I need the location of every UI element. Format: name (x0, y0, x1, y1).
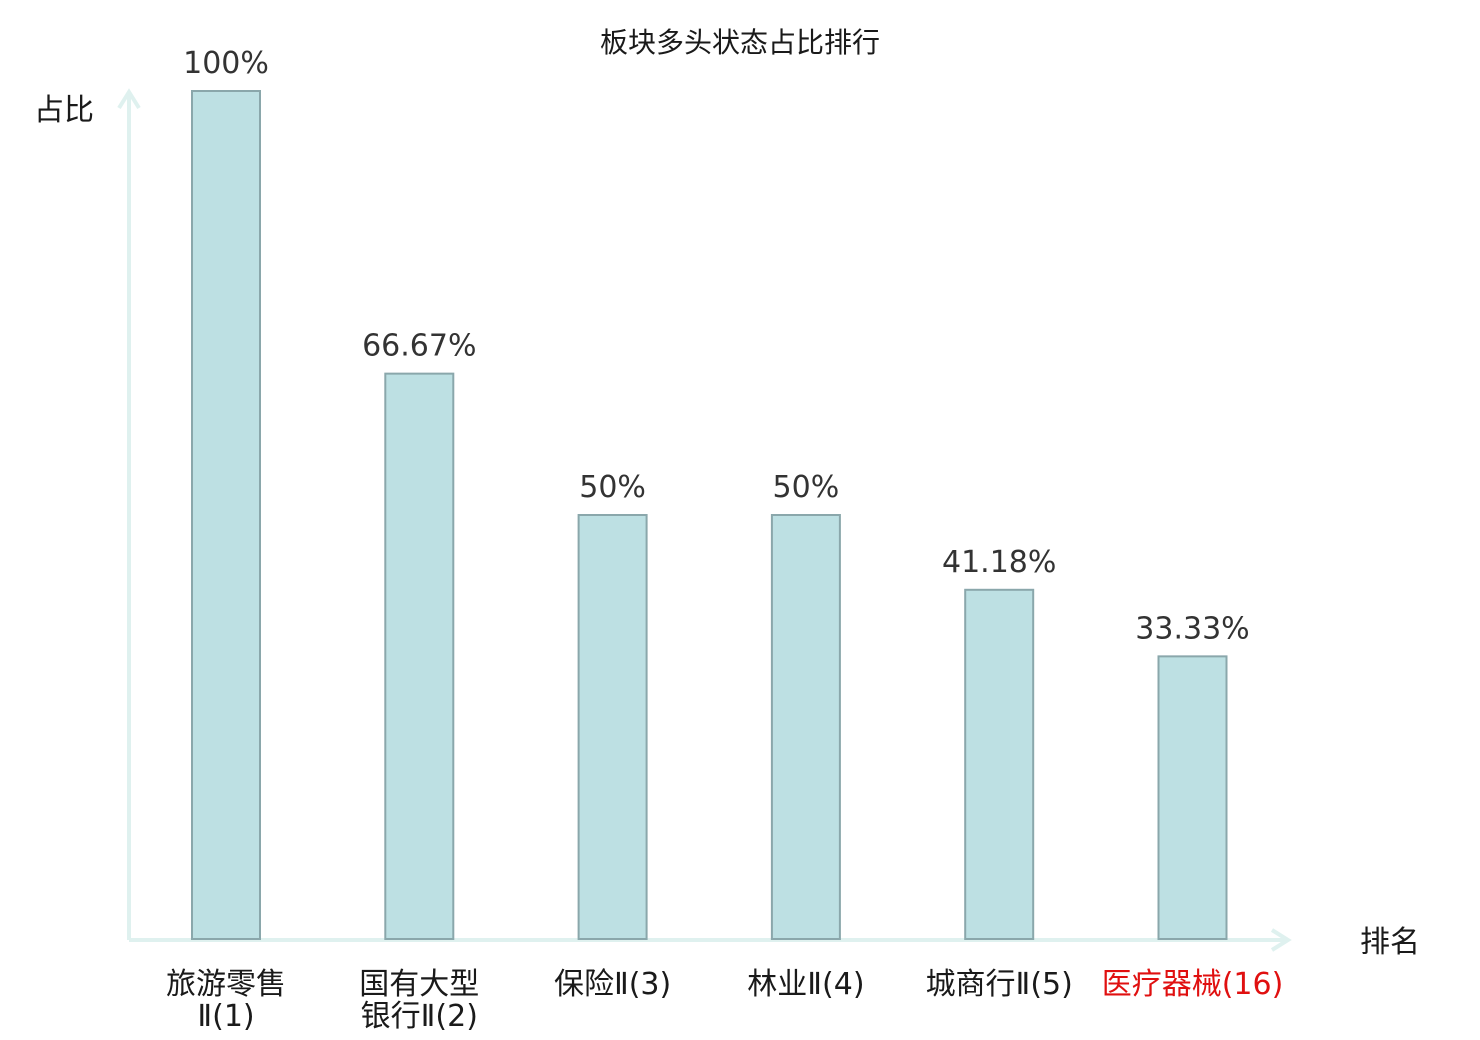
chart-title: 板块多头状态占比排行 (600, 26, 880, 59)
bar-6 (1157, 655, 1228, 940)
category-label-2-line-1: 国有大型 (359, 967, 479, 1002)
category-label-3: 保险Ⅱ(3) (554, 967, 671, 1002)
value-label-4: 50% (773, 470, 840, 505)
bars-group (191, 90, 1228, 940)
value-label-3: 50% (579, 470, 646, 505)
bar-2 (384, 372, 455, 940)
value-label-5: 41.18% (942, 545, 1056, 580)
category-label-1-line-2: Ⅱ(1) (197, 999, 254, 1034)
category-label-4-line-1: 林业Ⅱ(4) (747, 967, 864, 1002)
category-label-2-line-2: 银行Ⅱ(2) (361, 999, 478, 1034)
category-label-6-line-1: 医疗器械(16) (1102, 967, 1284, 1002)
bar-1 (191, 90, 261, 940)
x-axis-label: 排名 (1360, 925, 1420, 960)
value-label-2: 66.67% (362, 329, 476, 364)
category-labels-group: 旅游零售 Ⅱ(1) 国有大型银行Ⅱ(2) 保险Ⅱ(3) 林业Ⅱ(4) 城商行Ⅱ(5) 医疗器… (166, 967, 1283, 1034)
x-axis-arrow (1270, 928, 1292, 952)
y-axis-label: 占比 (34, 93, 94, 128)
bar-3 (577, 514, 648, 940)
category-label-3-line-1: 保险Ⅱ(3) (554, 967, 671, 1002)
category-label-4: 林业Ⅱ(4) (747, 967, 864, 1002)
bar-4 (770, 514, 841, 940)
value-label-1: 100% (183, 46, 269, 81)
category-label-1-line-1: 旅游零售 (166, 967, 286, 1002)
category-label-5-line-1: 城商行Ⅱ(5) (926, 967, 1073, 1002)
category-label-1: 旅游零售 Ⅱ(1) (166, 967, 286, 1034)
y-axis-arrow (117, 88, 141, 110)
bar-5 (964, 588, 1035, 940)
axes (117, 88, 1292, 952)
category-label-5: 城商行Ⅱ(5) (926, 967, 1073, 1002)
category-label-6: 医疗器械(16) (1102, 967, 1284, 1002)
value-label-6: 33.33% (1135, 611, 1249, 646)
value-labels-group: 100% 66.67% 50% 50% 41.18% 33.33% (183, 46, 1250, 646)
category-label-2: 国有大型银行Ⅱ(2) (359, 967, 479, 1034)
